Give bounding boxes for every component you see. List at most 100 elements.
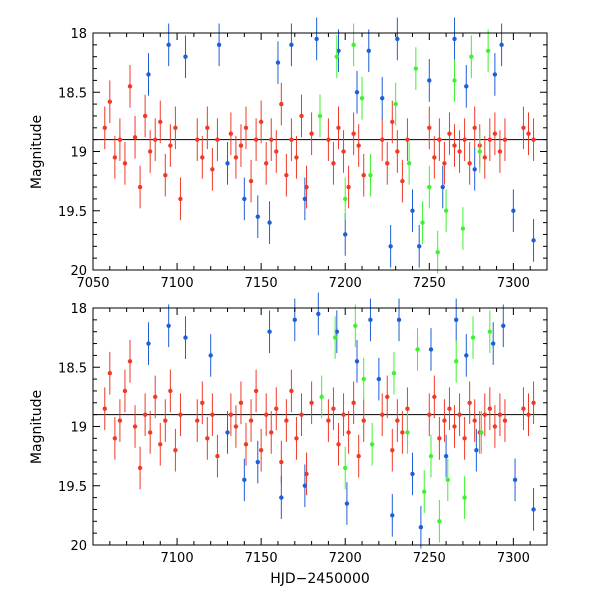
red-data-point	[341, 412, 346, 417]
green-data-point	[405, 430, 410, 435]
red-data-point	[210, 167, 215, 172]
red-data-point	[195, 137, 200, 142]
red-data-point	[482, 412, 487, 417]
red-data-point	[346, 430, 351, 435]
red-data-point	[173, 448, 178, 453]
blue-data-point	[443, 453, 449, 459]
red-data-point	[238, 400, 244, 405]
green-data-point	[422, 489, 427, 494]
blue-data-point	[267, 220, 272, 225]
red-data-point	[253, 137, 259, 142]
red-data-point	[405, 406, 410, 411]
blue-data-point	[492, 72, 498, 77]
red-data-point	[326, 137, 331, 142]
red-data-point	[102, 406, 107, 411]
red-data-point	[462, 436, 467, 441]
green-data-point	[454, 359, 459, 364]
red-data-point	[497, 149, 503, 154]
green-data-point	[445, 477, 450, 483]
plot-border	[92, 307, 548, 546]
blue-data-point	[183, 335, 188, 340]
red-data-point	[279, 101, 284, 107]
blue-data-point	[166, 323, 171, 328]
red-data-point	[147, 149, 153, 154]
red-data-point	[336, 442, 341, 447]
red-data-point	[492, 424, 498, 429]
green-data-point	[406, 161, 412, 166]
red-data-point	[351, 131, 356, 136]
red-data-point	[102, 125, 107, 130]
red-data-point	[502, 137, 508, 142]
green-data-point	[334, 54, 340, 59]
red-data-point	[497, 412, 503, 417]
red-data-point	[107, 370, 113, 376]
x-tick-label: 7150	[245, 551, 278, 566]
red-data-point	[452, 143, 457, 148]
red-data-point	[521, 406, 526, 411]
red-data-point	[390, 119, 395, 125]
bottom-ticks: 7100 7150 7200 7250 7300 18 18.5 19 19.5 20	[58, 302, 548, 566]
red-data-point	[243, 442, 249, 447]
y-tick-label: 20	[70, 539, 87, 554]
green-data-point	[359, 95, 365, 101]
red-data-point	[142, 412, 148, 417]
red-data-point	[122, 388, 128, 394]
red-data-point	[132, 424, 138, 429]
blue-data-point	[410, 208, 415, 213]
blue-data-point	[511, 208, 516, 213]
blue-data-point	[216, 42, 222, 48]
red-data-point	[168, 143, 173, 148]
red-data-point	[380, 412, 385, 417]
blue-data-point	[354, 90, 360, 95]
red-data-point	[248, 178, 254, 184]
blue-data-point	[395, 36, 400, 42]
green-data-point	[391, 370, 397, 376]
green-data-point	[393, 101, 398, 107]
red-data-point	[158, 119, 163, 125]
red-data-point	[380, 137, 385, 142]
red-data-point	[243, 125, 249, 130]
red-data-point	[452, 424, 457, 429]
red-data-point	[205, 436, 210, 441]
red-data-point	[442, 418, 447, 423]
x-tick-label: 7300	[497, 551, 530, 566]
red-data-point	[442, 161, 447, 166]
blue-data-point	[427, 78, 432, 83]
red-data-point	[263, 412, 269, 417]
red-data-point	[447, 406, 452, 411]
red-data-point	[304, 471, 309, 477]
blue-data-point	[428, 347, 434, 352]
blue-data-point	[454, 317, 459, 323]
blue-data-point	[208, 353, 213, 358]
green-data-point	[443, 208, 449, 213]
red-data-point	[274, 149, 279, 154]
green-data-point	[415, 347, 420, 352]
green-data-point	[437, 519, 442, 524]
x-tick-label: 7100	[161, 551, 194, 566]
red-data-point	[351, 400, 356, 405]
red-data-point	[526, 412, 531, 417]
red-data-point	[215, 137, 220, 142]
blue-data-point	[464, 84, 469, 89]
red-data-point	[395, 418, 400, 423]
blue-data-point	[472, 167, 477, 172]
green-data-point	[470, 335, 476, 340]
red-data-point	[233, 424, 239, 429]
green-data-point	[462, 495, 467, 500]
red-data-point	[200, 155, 205, 160]
red-data-point	[258, 448, 264, 453]
red-data-point	[178, 196, 183, 202]
green-data-point	[428, 453, 434, 459]
bottom-y-axis-title: Magnitude	[29, 390, 45, 464]
red-data-point	[205, 125, 210, 130]
red-data-point	[356, 143, 361, 148]
blue-data-point	[490, 341, 496, 346]
x-tick-label: 7250	[413, 551, 446, 566]
red-data-point	[117, 137, 123, 142]
red-data-point	[112, 436, 118, 441]
red-data-point	[427, 125, 432, 130]
red-data-point	[274, 406, 279, 411]
blue-data-point	[146, 72, 151, 77]
red-data-point	[432, 155, 437, 160]
x-tick-label: 7300	[497, 276, 530, 291]
